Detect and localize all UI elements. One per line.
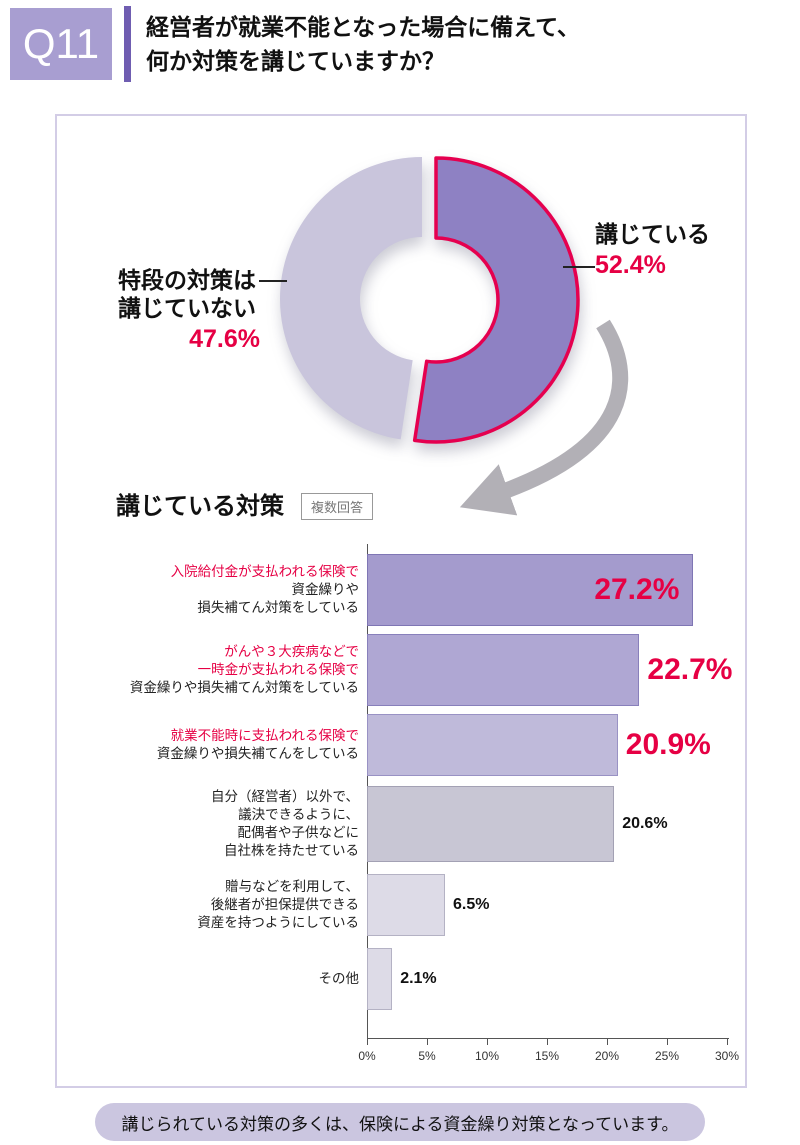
- x-axis-tick: [367, 1038, 368, 1045]
- bar-label-line: 就業不能時に支払われる保険で: [170, 728, 359, 744]
- bar-value-2: 20.9%: [625, 728, 711, 761]
- bar-2: [367, 714, 618, 776]
- x-axis-tick-label: 20%: [594, 1049, 620, 1063]
- bar-chart-title: 講じている対策: [116, 493, 284, 520]
- bar-label-1: がんや３大疾病などで一時金が支払われる保険で 資金繰りや損失補てん対策をしている: [85, 634, 359, 706]
- bar-label-line: 自分（経営者）以外で、: [211, 789, 359, 805]
- bar-4: [367, 874, 445, 936]
- bar-value-3: 20.6%: [622, 815, 668, 832]
- x-axis-tick-label: 25%: [654, 1049, 680, 1063]
- bar-value-1: 22.7%: [647, 653, 733, 686]
- summary-note-text: 講じられている対策の多くは、保険による資金繰り対策となっています。: [121, 1114, 679, 1134]
- leader-line-yes: [563, 266, 595, 268]
- x-axis-tick: [667, 1038, 668, 1045]
- x-axis-tick-label: 30%: [714, 1049, 740, 1063]
- bar-label-0: 入院給付金が支払われる保険で資金繰りや 損失補てん対策をしている: [85, 554, 359, 626]
- x-axis-tick: [487, 1038, 488, 1045]
- bar-label-3: 自分（経営者）以外で、議決できるように、 配偶者や子供などに自社株を持たせている: [85, 786, 359, 862]
- bar-label-line: 資金繰りや損失補てんをしている: [156, 746, 359, 761]
- donut-segments: [279, 156, 580, 444]
- bar-value-4: 6.5%: [453, 896, 490, 913]
- donut-segment-0: [412, 156, 580, 444]
- question-title-line1: 経営者が就業不能となった場合に備えて、: [146, 14, 581, 40]
- donut-label-no: 特段の対策は 講じていない 47.6%: [118, 266, 260, 354]
- bar-label-line: 議決できるように、: [238, 807, 359, 823]
- donut-label-no-text-line1: 特段の対策は: [118, 267, 256, 293]
- bar-value-5: 2.1%: [400, 970, 437, 987]
- donut-label-no-value: 47.6%: [189, 325, 260, 353]
- accent-bar: [124, 6, 131, 82]
- bar-label-5: その他: [85, 948, 360, 1010]
- multiple-answer-badge: 複数回答: [301, 493, 374, 520]
- bar-label-line: 入院給付金が支払われる保険で: [170, 564, 359, 580]
- x-axis-tick-label: 15%: [534, 1049, 560, 1063]
- bar-label-line: 資金繰りや損失補てん対策をしている: [129, 679, 359, 695]
- bar-1: [367, 634, 640, 706]
- leader-line-no: [259, 280, 287, 282]
- donut-label-yes-text: 講じている: [595, 221, 710, 247]
- question-title-line2: 何か対策を講じていますか？: [146, 48, 445, 74]
- bar-chart: 入院給付金が支払われる保険で資金繰りや 損失補てん対策をしている 27.2% がんや３…: [57, 116, 745, 1086]
- bar-label-line: 損失補てん対策をしている: [197, 599, 359, 615]
- bar-label-4: 贈与などを利用して、後継者が担保提供できる 資産を持つようにしている: [85, 874, 359, 936]
- bar-value-0: 27.2%: [594, 573, 680, 606]
- bar-label-line: 一時金が支払われる保険で: [197, 662, 359, 678]
- x-axis-tick: [427, 1038, 428, 1045]
- bar-label-2: 就業不能時に支払われる保険で資金繰りや損失補てんをしている: [85, 714, 359, 776]
- bar-label-line: 贈与などを利用して、: [225, 879, 359, 895]
- question-title: 経営者が就業不能となった場合に備えて、 何か対策を講じていますか？: [146, 10, 580, 78]
- x-axis-line: [367, 1038, 729, 1039]
- bar-label-line: 資産を持つようにしている: [197, 914, 359, 930]
- bar-label-line: 後継者が担保提供できる: [210, 897, 359, 913]
- bar-5: [367, 948, 393, 1010]
- chart-panel: 講じている 52.4% 特段の対策は 講じていない 47.6% 講じている対策 …: [55, 114, 747, 1088]
- bar-3: [367, 786, 615, 862]
- x-axis-tick: [547, 1038, 548, 1045]
- donut-label-yes: 講じている 52.4%: [595, 220, 710, 280]
- bar-label-line: 資金繰りや: [291, 582, 360, 598]
- donut-label-no-text-line2: 講じていない: [118, 295, 256, 321]
- donut-chart: [279, 156, 629, 516]
- x-axis-tick: [727, 1038, 728, 1045]
- bar-label-line: 配偶者や子供などに: [237, 825, 360, 840]
- bar-label-line: その他: [318, 971, 360, 987]
- summary-note: 講じられている対策の多くは、保険による資金繰り対策となっています。: [95, 1103, 705, 1141]
- x-axis-tick-label: 0%: [358, 1049, 376, 1063]
- bar-label-line: 自社株を持たせている: [224, 842, 359, 858]
- question-number-badge: Q11: [10, 8, 112, 80]
- curved-arrow-icon: [459, 319, 629, 516]
- x-axis-tick: [607, 1038, 608, 1045]
- bar-label-line: がんや３大疾病などで: [224, 644, 359, 660]
- x-axis-tick-label: 10%: [474, 1049, 500, 1063]
- bar-0: [367, 554, 694, 626]
- donut-segment-1: [279, 156, 422, 440]
- x-axis-tick-label: 5%: [418, 1049, 436, 1063]
- donut-label-yes-value: 52.4%: [595, 251, 666, 279]
